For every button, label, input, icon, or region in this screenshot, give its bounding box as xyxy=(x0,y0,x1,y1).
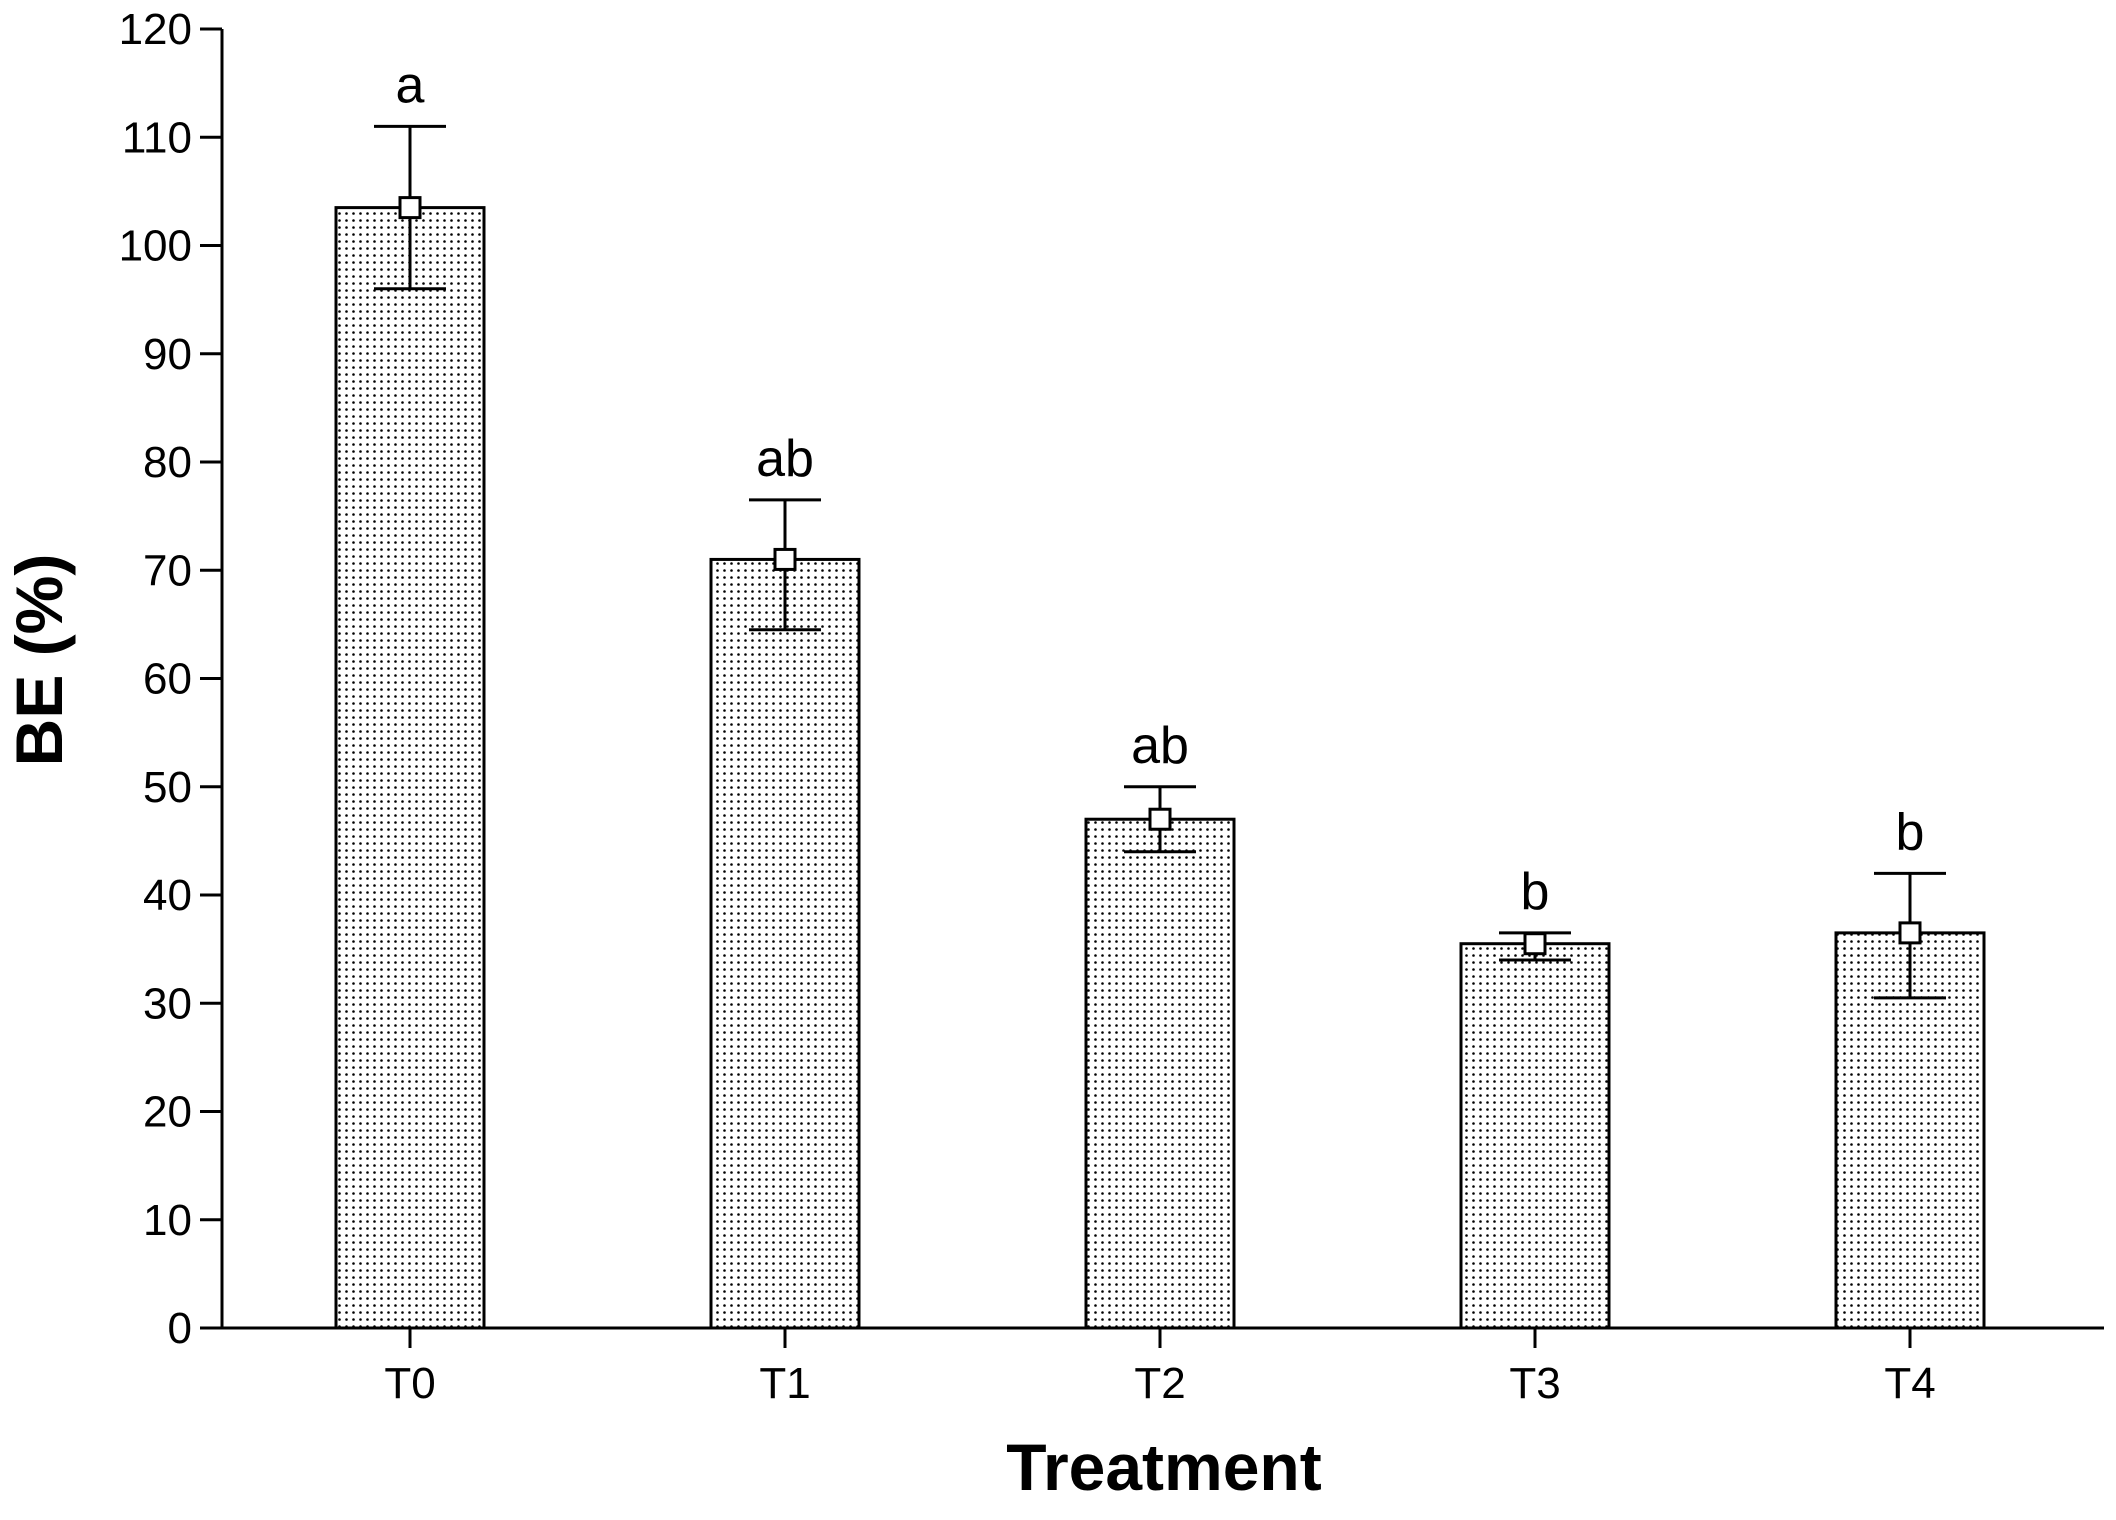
bars-layer xyxy=(334,124,1986,1330)
y-tick-label: 50 xyxy=(143,763,192,812)
y-tick-label: 60 xyxy=(143,655,192,704)
x-tick-label: T0 xyxy=(384,1359,435,1408)
mean-marker xyxy=(1148,807,1172,831)
y-tick-label: 80 xyxy=(143,438,192,487)
x-axis-title: Treatment xyxy=(1006,1430,1321,1504)
significance-label: ab xyxy=(1131,717,1189,775)
bar xyxy=(1459,942,1611,1330)
x-tick-label: T1 xyxy=(759,1359,810,1408)
y-tick-label: 40 xyxy=(143,871,192,920)
mean-marker xyxy=(1523,932,1547,956)
bar xyxy=(1084,817,1236,1330)
bar xyxy=(334,206,486,1330)
labels-layer: 0 10 20 30 40 50 60 70 80 90 100 110 120 T0 a T1 ab T2 ab T… xyxy=(119,5,1936,1408)
y-tick-label: 90 xyxy=(143,330,192,379)
significance-label: ab xyxy=(756,430,814,488)
mean-marker xyxy=(1898,921,1922,945)
significance-label: a xyxy=(396,56,425,114)
significance-label: b xyxy=(1896,803,1925,861)
y-tick-label: 10 xyxy=(143,1196,192,1245)
x-tick-label: T4 xyxy=(1884,1359,1935,1408)
y-tick-label: 0 xyxy=(168,1304,192,1353)
mean-marker xyxy=(773,547,797,571)
x-tick-label: T2 xyxy=(1134,1359,1185,1408)
mean-marker xyxy=(398,196,422,220)
axes-layer xyxy=(200,27,2104,1348)
y-tick-label: 100 xyxy=(119,222,192,271)
y-tick-label: 120 xyxy=(119,5,192,54)
x-tick-label: T3 xyxy=(1509,1359,1560,1408)
bar xyxy=(709,557,861,1330)
y-tick-label: 70 xyxy=(143,546,192,595)
y-tick-label: 30 xyxy=(143,979,192,1028)
y-axis-title: BE (%) xyxy=(2,554,76,767)
y-tick-label: 110 xyxy=(122,113,192,162)
significance-label: b xyxy=(1521,863,1550,921)
y-tick-label: 20 xyxy=(143,1088,192,1137)
